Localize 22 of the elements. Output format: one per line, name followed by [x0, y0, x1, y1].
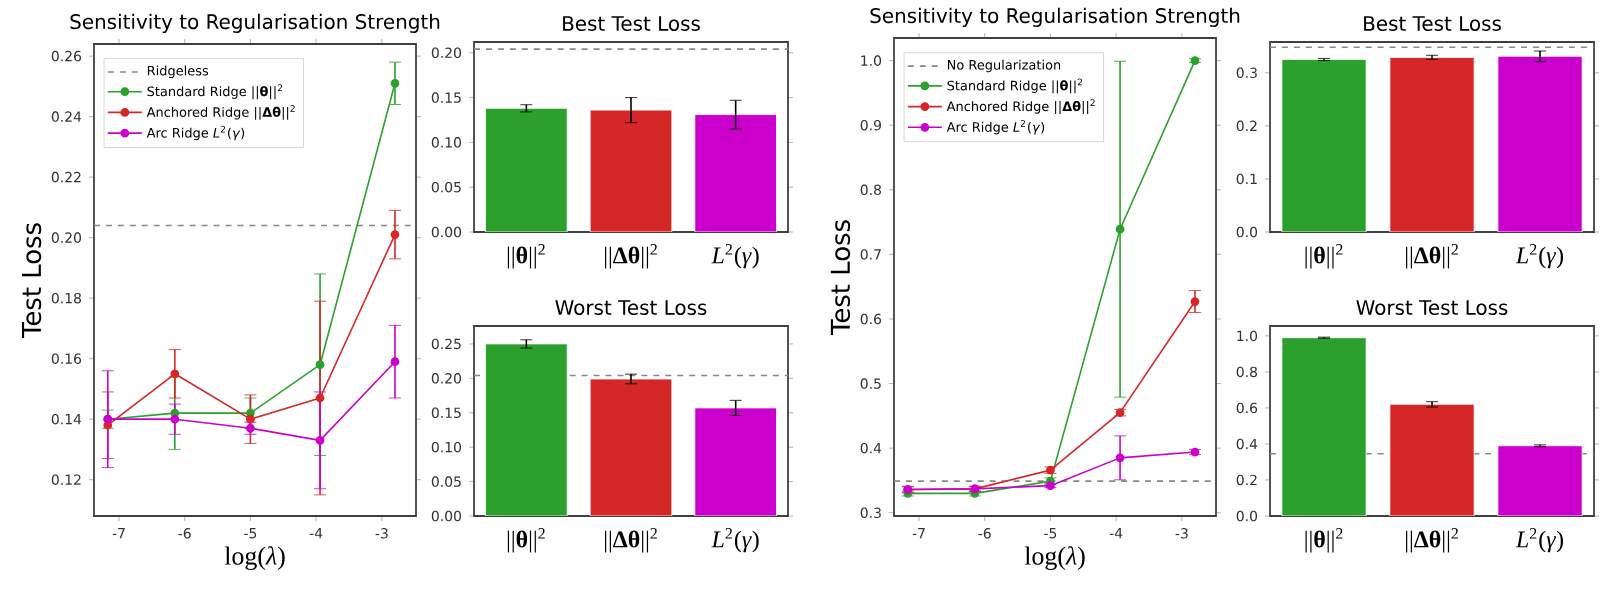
x-axis-title: log(λ)	[1024, 546, 1085, 571]
chart-title: Sensitivity to Regularisation Strength	[870, 7, 1240, 28]
y-axis-title: Test Loss	[21, 223, 42, 339]
x-tick-label: ||θ||$^{2}$	[507, 528, 545, 553]
x-tick-label: L$^{2}$(γ)	[711, 244, 759, 269]
x-tick-label: ||Δθ||$^{2}$	[1406, 244, 1458, 269]
x-tick-label: L$^{2}$(γ)	[1515, 244, 1564, 269]
x-tick-label: ||θ||$^{2}$	[1305, 244, 1343, 269]
chart-title: Worst Test Loss	[1356, 300, 1508, 315]
chart-title: Best Test Loss	[1364, 16, 1501, 31]
chart-title: Sensitivity to Regularisation Strength	[70, 13, 440, 33]
x-axis-title: log(λ)	[224, 546, 285, 571]
chart-title: Best Test Loss	[563, 16, 700, 31]
x-tick-label: ||θ||$^{2}$	[1305, 528, 1343, 553]
x-tick-label: ||Δθ||$^{2}$	[605, 244, 657, 269]
chart-title: Worst Test Loss	[555, 300, 707, 315]
y-axis-title: Test Loss	[830, 220, 851, 336]
x-tick-label: ||Δθ||$^{2}$	[605, 528, 657, 553]
x-tick-label: L$^{2}$(γ)	[711, 528, 759, 553]
x-tick-label: L$^{2}$(γ)	[1515, 528, 1564, 553]
x-tick-label: ||Δθ||$^{2}$	[1406, 528, 1458, 553]
x-tick-label: ||θ||$^{2}$	[507, 244, 545, 269]
